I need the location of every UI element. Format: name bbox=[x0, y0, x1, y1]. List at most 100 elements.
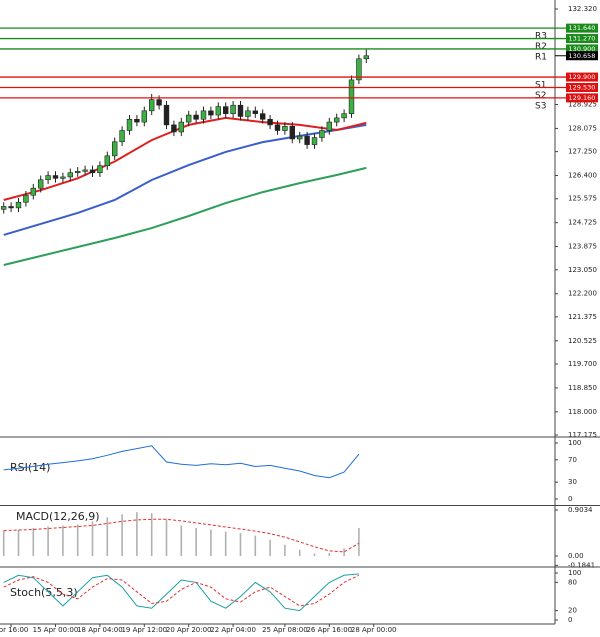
macd-bar bbox=[358, 528, 360, 557]
moving-average bbox=[3, 123, 367, 236]
candle-body bbox=[119, 130, 125, 143]
level-label-box bbox=[566, 72, 598, 82]
candle-body bbox=[97, 165, 103, 174]
candle-body bbox=[112, 141, 118, 157]
candle-body bbox=[230, 104, 236, 114]
candle-body bbox=[37, 179, 44, 189]
candle-body bbox=[326, 121, 332, 131]
candle-body bbox=[89, 169, 96, 174]
level-name: R1 bbox=[535, 52, 547, 62]
y-tick-label: 132.320 bbox=[568, 5, 597, 13]
candle-body bbox=[289, 126, 295, 140]
panel-title: RSI(14) bbox=[10, 461, 50, 474]
level-label-box bbox=[566, 23, 598, 33]
level-label: 131.270 bbox=[569, 35, 596, 43]
level-label: 129.160 bbox=[569, 94, 596, 102]
candle-body bbox=[356, 58, 362, 81]
y-tick-label: 123.875 bbox=[568, 243, 597, 251]
candle-body bbox=[193, 114, 199, 120]
macd-bar bbox=[269, 539, 271, 557]
candle-body bbox=[149, 99, 155, 112]
candle-body bbox=[259, 113, 266, 120]
y-tick-label: 0 bbox=[568, 616, 572, 624]
indicator-line bbox=[3, 445, 360, 479]
candle-body bbox=[163, 104, 170, 126]
candle-body bbox=[156, 99, 162, 106]
y-tick-label: 0.00 bbox=[568, 552, 584, 560]
macd-bar bbox=[195, 528, 197, 557]
level-label-box bbox=[566, 93, 598, 103]
candle-body bbox=[104, 155, 111, 166]
macd-bar bbox=[313, 553, 316, 557]
candle-body bbox=[208, 110, 214, 116]
candle-body bbox=[15, 201, 22, 209]
macd-bar bbox=[239, 533, 242, 557]
x-tick-label: Apr 16:00 bbox=[0, 626, 28, 634]
y-tick-label: 121.375 bbox=[568, 313, 597, 321]
panel-title: MACD(12,26,9) bbox=[16, 510, 100, 523]
y-tick-label: 128.925 bbox=[568, 101, 597, 109]
candle-body bbox=[333, 117, 340, 123]
y-tick-label: 126.400 bbox=[568, 172, 597, 180]
candle-body bbox=[200, 110, 207, 120]
y-tick-label: 20 bbox=[568, 607, 577, 615]
level-label: 129.900 bbox=[569, 73, 596, 81]
level-name: R3 bbox=[535, 32, 547, 42]
candle-body bbox=[8, 206, 14, 209]
macd-bar bbox=[91, 521, 94, 557]
level-name: S3 bbox=[535, 101, 546, 111]
macd-bar bbox=[254, 535, 257, 557]
y-tick-label: 0.9034 bbox=[568, 506, 593, 514]
candle-body bbox=[134, 118, 140, 123]
moving-average bbox=[3, 166, 367, 266]
macd-bar bbox=[224, 531, 227, 557]
candle-body bbox=[245, 110, 251, 117]
candle-body bbox=[267, 118, 273, 126]
candle-body bbox=[341, 113, 347, 119]
candle-body bbox=[45, 175, 51, 181]
macd-bar bbox=[343, 548, 345, 557]
y-tick-label: 80 bbox=[568, 578, 577, 586]
candle-body bbox=[82, 169, 88, 172]
candle-body bbox=[304, 135, 310, 145]
candle-body bbox=[52, 175, 59, 179]
panel-title: Stoch(5,5,3) bbox=[10, 586, 78, 599]
candle-body bbox=[126, 118, 133, 131]
y-tick-label: 117.175 bbox=[568, 431, 597, 439]
level-label: 131.640 bbox=[569, 24, 596, 32]
candle-body bbox=[30, 187, 36, 196]
candle-body bbox=[186, 114, 192, 123]
x-tick-label: 15 Apr 00:00 bbox=[33, 626, 79, 634]
candle-body bbox=[319, 130, 325, 138]
y-tick-label: 0 bbox=[568, 495, 572, 503]
macd-bar bbox=[328, 552, 331, 557]
y-tick-label: 120.525 bbox=[568, 337, 597, 345]
candle-body bbox=[311, 137, 318, 145]
macd-bar bbox=[62, 525, 64, 557]
macd-bar bbox=[2, 530, 5, 557]
y-tick-label: 100 bbox=[568, 439, 581, 447]
level-label: 130.900 bbox=[569, 45, 596, 53]
y-tick-label: 123.050 bbox=[568, 266, 597, 274]
candle-body bbox=[223, 106, 229, 114]
x-tick-label: 19 Apr 12:00 bbox=[121, 626, 167, 634]
level-label-box bbox=[566, 44, 598, 54]
candle-body bbox=[237, 104, 244, 117]
macd-bar bbox=[210, 529, 212, 557]
y-tick-label: 119.700 bbox=[568, 360, 597, 368]
indicator-line bbox=[3, 574, 360, 607]
macd-bar bbox=[47, 526, 49, 557]
candle-body bbox=[215, 106, 221, 116]
level-name: S1 bbox=[535, 81, 546, 91]
level-label-box bbox=[566, 34, 598, 44]
x-tick-label: 22 Apr 04:00 bbox=[210, 626, 256, 634]
last-price-box bbox=[566, 51, 598, 61]
candle-body bbox=[252, 110, 258, 114]
y-tick-label: 127.250 bbox=[568, 148, 597, 156]
y-tick-label: 125.575 bbox=[568, 195, 597, 203]
candle-body bbox=[296, 135, 303, 140]
y-tick-label: 70 bbox=[568, 456, 577, 464]
macd-bar bbox=[180, 525, 183, 557]
